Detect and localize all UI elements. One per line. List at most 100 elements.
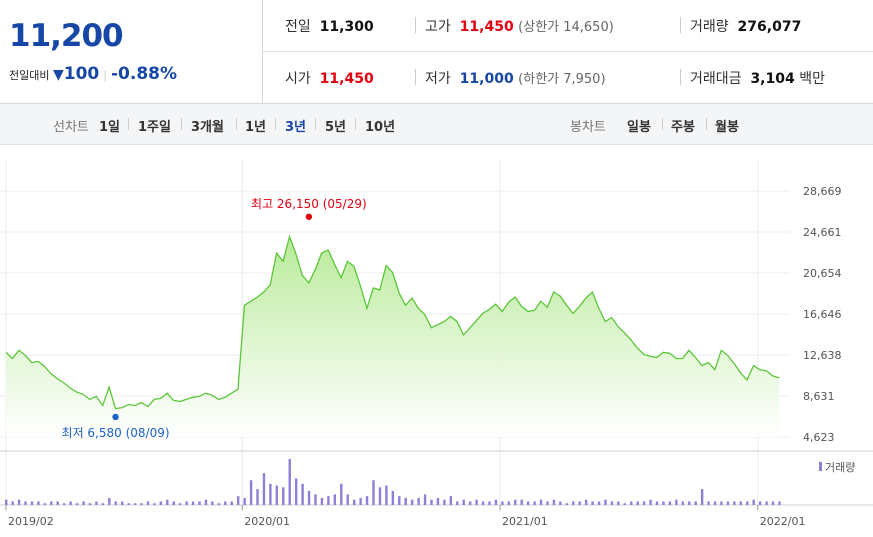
volume-bar bbox=[462, 499, 465, 505]
volume-bar bbox=[468, 501, 472, 505]
line-chart-label: 선차트 bbox=[53, 120, 89, 135]
period-3m[interactable]: 3개월 bbox=[191, 120, 224, 135]
volume-bar bbox=[340, 483, 343, 505]
volume-bar bbox=[133, 503, 137, 505]
volume-bar bbox=[262, 473, 266, 505]
volume-bar bbox=[533, 501, 536, 505]
volume-bar bbox=[771, 501, 775, 505]
x-tick-label: 2020/01 bbox=[244, 515, 290, 528]
volume-bar bbox=[5, 499, 8, 505]
price-box: 11,200 전일대비 ▼100 | -0.88% bbox=[0, 0, 263, 103]
volume-bar bbox=[243, 497, 246, 505]
volume-bar bbox=[662, 501, 665, 505]
volume-bar bbox=[733, 501, 736, 505]
volume-bar bbox=[153, 503, 156, 505]
period-10y[interactable]: 10년 bbox=[365, 120, 396, 135]
volume-bar bbox=[584, 499, 588, 505]
volume-bar bbox=[11, 501, 14, 505]
volume-bar bbox=[314, 494, 317, 505]
y-tick-label: 24,661 bbox=[803, 226, 842, 239]
volume-bar bbox=[404, 497, 407, 505]
trade-volume: 거래량 276,077 bbox=[690, 19, 802, 35]
volume-bar bbox=[127, 503, 130, 505]
candle-daily[interactable]: 일봉 bbox=[627, 120, 651, 135]
volume-bar bbox=[565, 503, 569, 505]
volume-bar bbox=[275, 485, 279, 505]
x-tick-label: 2021/01 bbox=[502, 515, 548, 528]
volume-bar bbox=[778, 501, 781, 505]
volume-bar bbox=[649, 499, 652, 505]
volume-bar bbox=[617, 501, 620, 505]
candle-monthly[interactable]: 월봉 bbox=[715, 120, 739, 135]
y-tick-label: 16,646 bbox=[803, 308, 842, 321]
volume-bar bbox=[114, 501, 117, 505]
candle-weekly[interactable]: 주봉 bbox=[671, 120, 695, 135]
volume-bar bbox=[159, 501, 163, 505]
volume-bar bbox=[752, 499, 755, 505]
y-tick-label: 20,654 bbox=[803, 267, 842, 280]
volume-bar bbox=[623, 503, 627, 505]
volume-bar bbox=[578, 501, 581, 505]
volume-bar bbox=[146, 501, 150, 505]
period-1w[interactable]: 1주일 bbox=[138, 120, 171, 135]
candle-chart-label: 봉차트 bbox=[570, 120, 606, 135]
volume-bar bbox=[443, 499, 446, 505]
volume-bar bbox=[88, 503, 92, 505]
period-1d[interactable]: 1일 bbox=[99, 120, 121, 135]
period-5y[interactable]: 5년 bbox=[325, 120, 347, 135]
volume-bar bbox=[230, 501, 233, 505]
volume-bar bbox=[95, 501, 98, 505]
volume-bar bbox=[398, 496, 401, 505]
prev-close: 전일 11,300 bbox=[285, 19, 374, 35]
volume-bar bbox=[488, 501, 491, 505]
y-tick-label: 28,669 bbox=[803, 185, 842, 198]
volume-bar bbox=[69, 501, 72, 505]
volume-bar bbox=[410, 499, 414, 505]
volume-bar bbox=[320, 497, 324, 505]
volume-bar bbox=[514, 499, 517, 505]
volume-bar bbox=[191, 501, 195, 505]
volume-bar bbox=[758, 501, 762, 505]
volume-bar bbox=[256, 489, 259, 505]
volume-bar bbox=[198, 501, 201, 505]
volume-bar bbox=[120, 501, 124, 505]
volume-bar bbox=[101, 503, 105, 505]
volume-bar bbox=[507, 501, 511, 505]
volume-bar bbox=[211, 501, 214, 505]
y-tick-label: 4,623 bbox=[803, 431, 835, 444]
volume-bar bbox=[217, 503, 221, 505]
volume-bar bbox=[501, 501, 504, 505]
volume-bar bbox=[417, 497, 420, 505]
volume-bar bbox=[236, 496, 240, 505]
volume-bar bbox=[37, 501, 40, 505]
volume-bar bbox=[249, 480, 253, 505]
volume-bar bbox=[82, 501, 85, 505]
volume-bar bbox=[591, 501, 594, 505]
volume-bar bbox=[282, 487, 285, 505]
min-point bbox=[112, 413, 119, 421]
period-1y[interactable]: 1년 bbox=[245, 120, 267, 135]
volume-legend-swatch bbox=[819, 462, 822, 471]
day-low: 저가 11,000 (하한가 7,950) bbox=[425, 71, 606, 87]
volume-bar bbox=[668, 501, 672, 505]
volume-bar bbox=[43, 503, 47, 505]
volume-bar bbox=[75, 503, 79, 505]
volume-bar bbox=[494, 499, 498, 505]
volume-bar bbox=[475, 499, 478, 505]
change-percent: -0.88% bbox=[110, 64, 178, 84]
min-annotation: 최저 6,580 (08/09) bbox=[62, 426, 170, 440]
x-tick-label: 2019/02 bbox=[8, 515, 54, 528]
volume-bar bbox=[552, 499, 556, 505]
volume-bar bbox=[307, 490, 311, 505]
open-price: 시가 11,450 bbox=[285, 71, 374, 87]
max-annotation: 최고 26,150 (05/29) bbox=[251, 197, 367, 211]
volume-bar bbox=[572, 501, 575, 505]
y-tick-label: 8,631 bbox=[803, 390, 835, 403]
volume-bar bbox=[333, 494, 337, 505]
volume-bar bbox=[352, 499, 356, 505]
change-value: 100 bbox=[63, 64, 100, 84]
price-area bbox=[6, 236, 780, 437]
volume-bar bbox=[185, 501, 188, 505]
volume-bar bbox=[546, 501, 549, 505]
period-3y[interactable]: 3년 bbox=[285, 120, 307, 135]
